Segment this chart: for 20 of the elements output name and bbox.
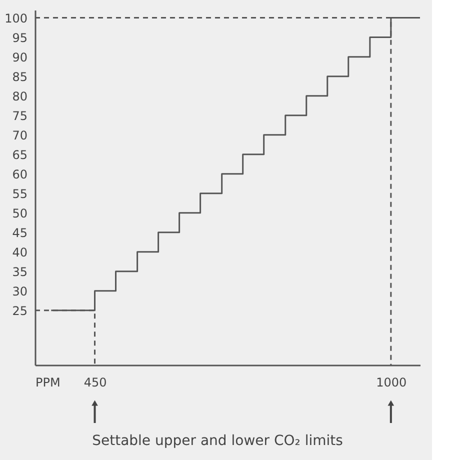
y-tick-label: 75 bbox=[12, 108, 28, 123]
text: Settable upper and lower CO₂ limits bbox=[92, 433, 343, 449]
y-tick-label: 35 bbox=[12, 264, 28, 279]
x-axis-title: PPM bbox=[36, 376, 60, 390]
y-tick-label: 45 bbox=[12, 226, 28, 240]
y-tick-label: 55 bbox=[12, 186, 28, 201]
y-tick-label: 80 bbox=[12, 89, 28, 104]
y-tick-label: 25 bbox=[12, 304, 28, 318]
y-tick-label: 100 bbox=[4, 11, 28, 26]
y-tick-label: 95 bbox=[12, 30, 28, 45]
y-tick-label: 85 bbox=[12, 70, 28, 84]
y-tick-label: 50 bbox=[12, 206, 28, 220]
x-tick-label: 450 bbox=[84, 376, 107, 390]
y-tick-label: 40 bbox=[12, 245, 28, 260]
y-tick-label: 70 bbox=[12, 128, 28, 142]
y-tick-label: 60 bbox=[12, 167, 28, 182]
y-tick-label: 90 bbox=[12, 50, 28, 64]
y-tick-label: 65 bbox=[12, 148, 28, 162]
x-tick-label: 1000 bbox=[376, 376, 407, 390]
y-tick-label: 30 bbox=[12, 284, 28, 298]
